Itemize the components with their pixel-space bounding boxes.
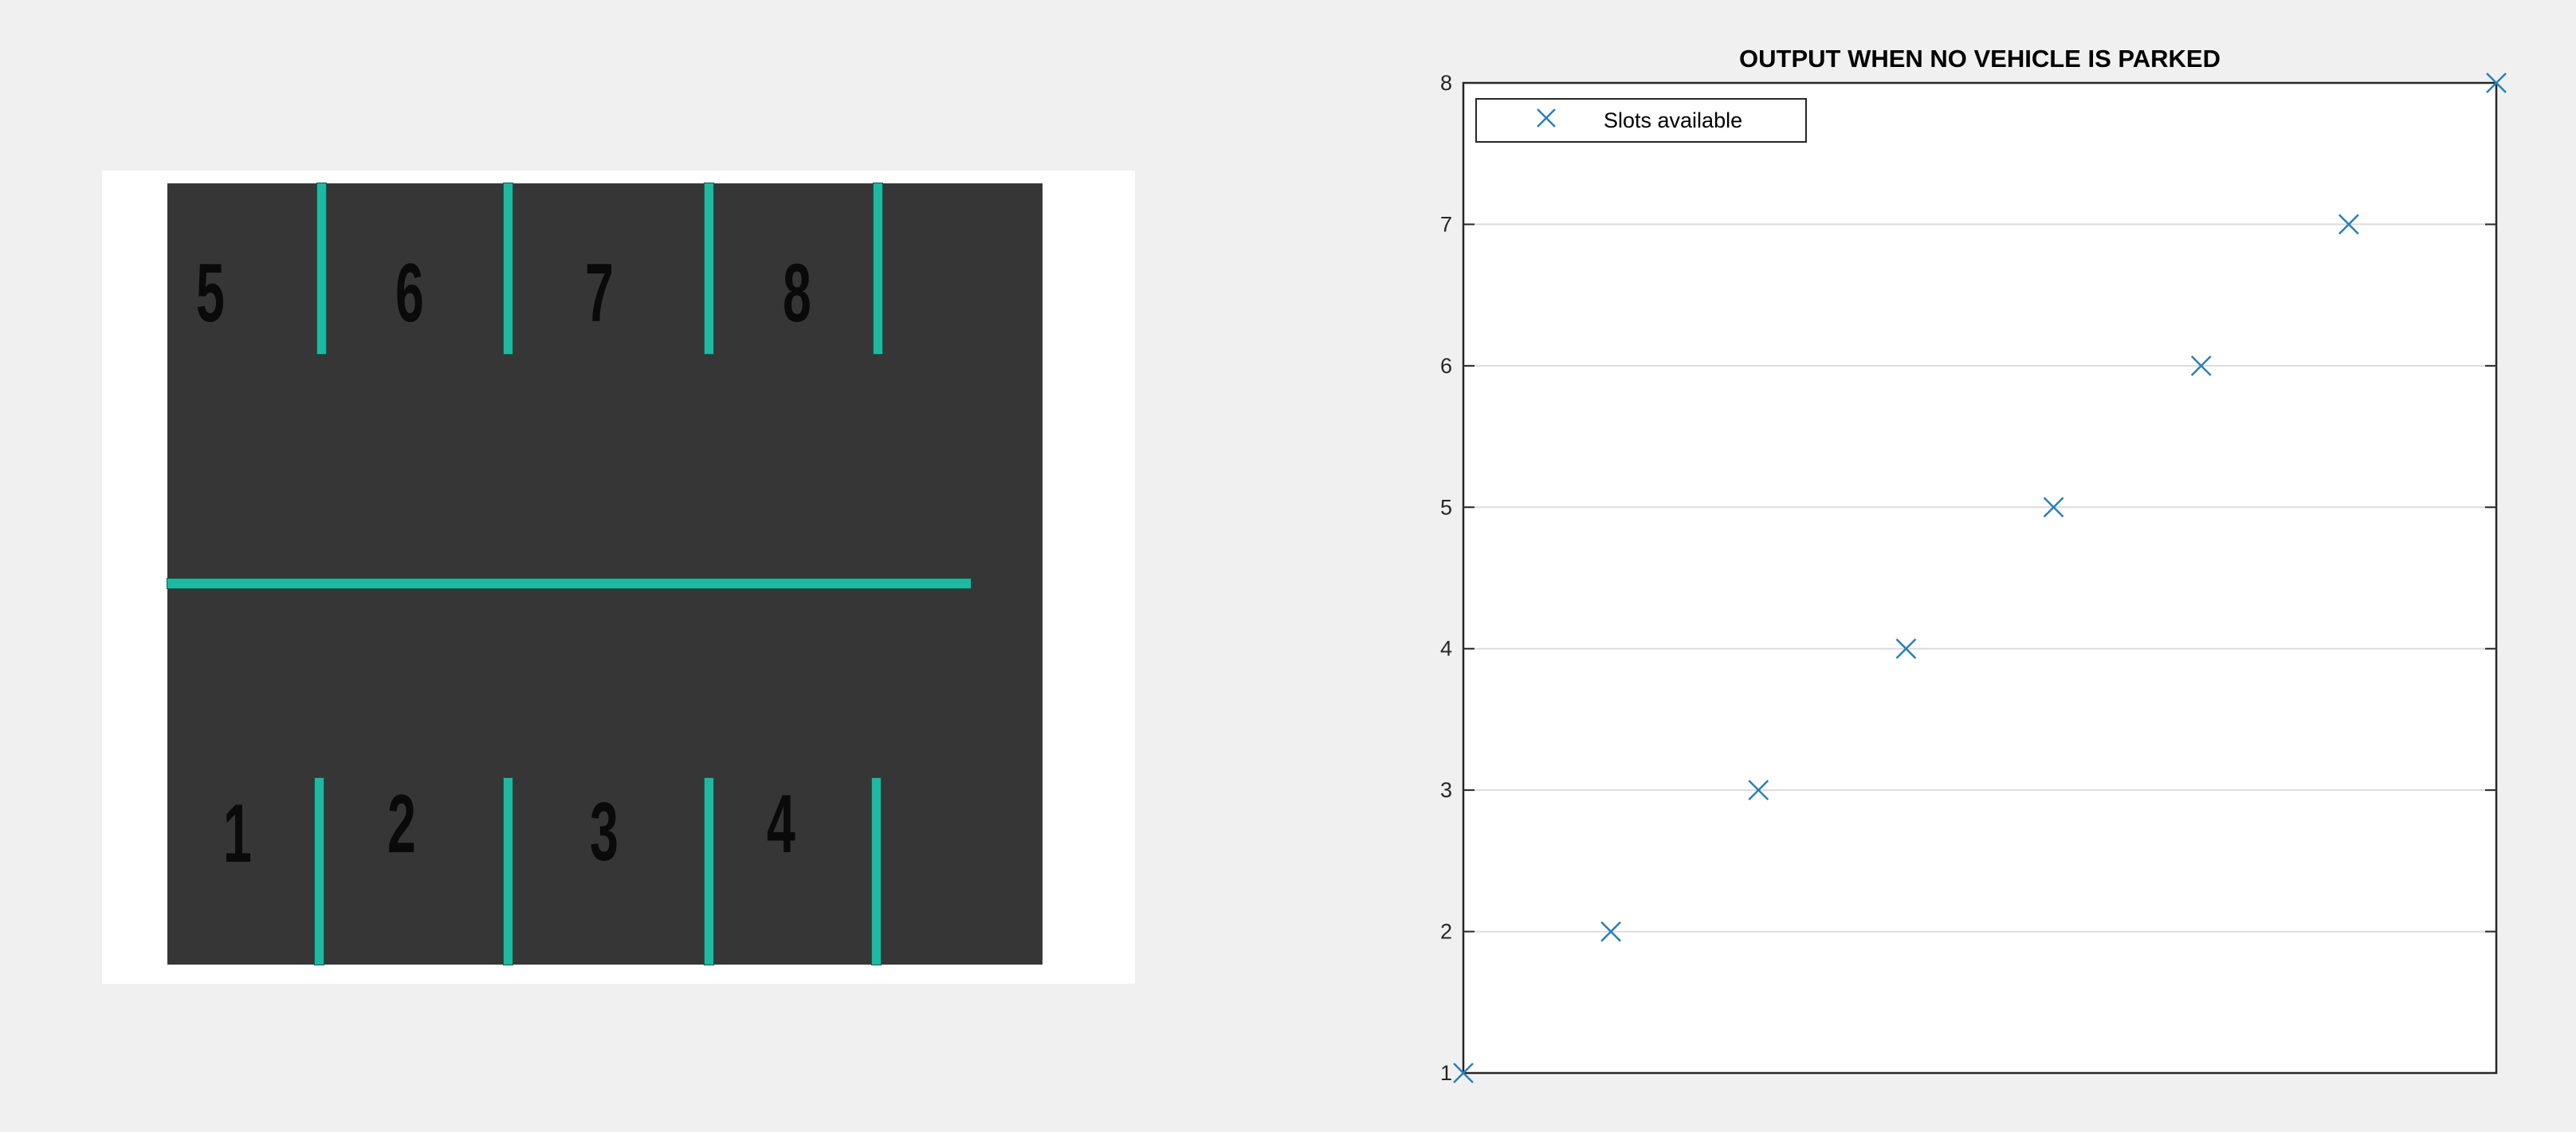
y-tick-label: 4 — [1440, 637, 1452, 661]
parking-lot-image: 5 6 7 8 1 2 3 4 — [102, 171, 1135, 984]
top-slot-divider — [705, 183, 713, 354]
y-tick-label: 3 — [1440, 778, 1452, 802]
y-tick-label: 1 — [1440, 1061, 1452, 1085]
bottom-slot-divider — [315, 778, 324, 965]
slot-number-top: 5 — [196, 247, 225, 340]
parking-lot-surface: 5 6 7 8 1 2 3 4 — [167, 183, 1043, 965]
chart-title: OUTPUT WHEN NO VEHICLE IS PARKED — [1739, 45, 2221, 73]
legend-label: Slots available — [1604, 108, 1742, 132]
data-point — [2043, 497, 2064, 518]
data-point — [2338, 214, 2359, 235]
bottom-slot-divider — [705, 778, 713, 965]
y-tick-label: 2 — [1440, 920, 1452, 944]
data-point — [2486, 73, 2507, 93]
slot-number-bottom: 4 — [767, 778, 795, 871]
y-tick-label: 6 — [1440, 354, 1452, 378]
data-point — [1453, 1063, 1474, 1083]
slot-number-bottom: 3 — [590, 786, 618, 878]
slot-number-top: 8 — [783, 247, 811, 340]
bottom-slot-divider — [504, 778, 512, 965]
y-tick-label: 8 — [1440, 71, 1452, 95]
legend-marker-x-icon — [1537, 108, 1556, 128]
data-point — [1748, 780, 1769, 801]
top-slot-divider — [504, 183, 512, 354]
top-slot-divider — [317, 183, 326, 354]
slot-number-top: 7 — [585, 247, 614, 340]
top-slot-divider — [874, 183, 882, 354]
slot-number-bottom: 2 — [387, 778, 416, 871]
data-point — [2190, 355, 2212, 376]
chart-axes-background — [1462, 81, 2498, 1075]
slot-number-top: 6 — [395, 247, 424, 340]
data-point — [1895, 638, 1917, 659]
chart-legend: Slots available — [1475, 98, 1807, 143]
y-tick-label: 7 — [1440, 212, 1452, 236]
legend-box — [1475, 98, 1807, 143]
data-point — [1600, 921, 1622, 942]
center-lane-divider — [167, 579, 971, 588]
y-tick-label: 5 — [1440, 495, 1452, 519]
bottom-slot-divider — [872, 778, 881, 965]
legend-marker-x — [1537, 108, 1556, 128]
slot-number-bottom: 1 — [223, 788, 252, 880]
